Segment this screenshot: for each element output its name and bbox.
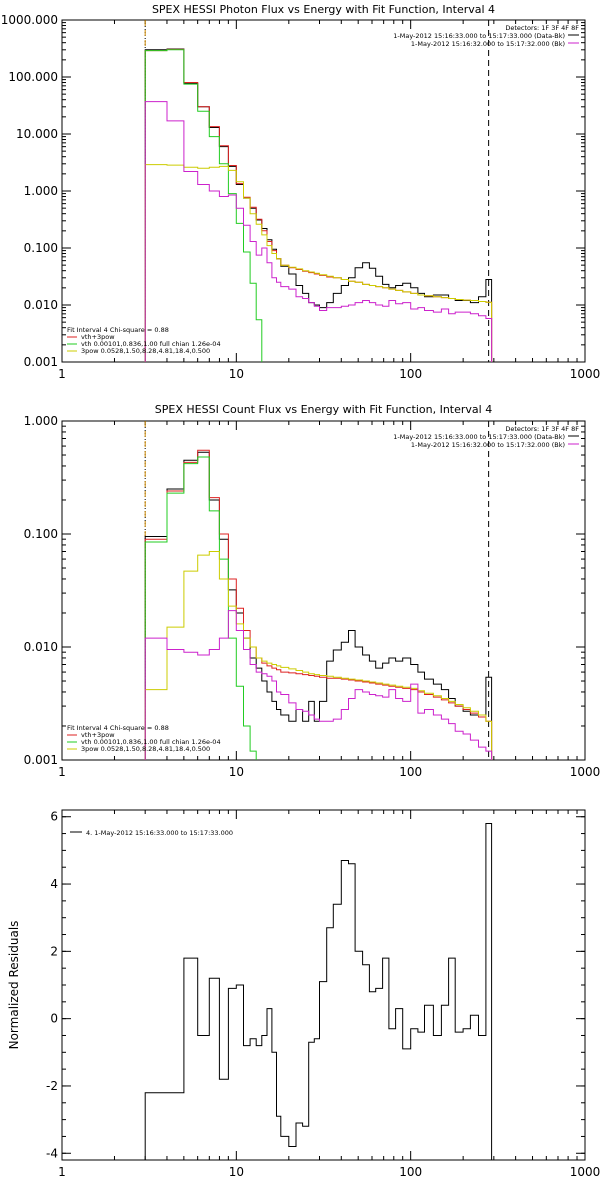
x-tick-label: 1000 <box>570 1165 600 1179</box>
fit-legend-entry: 3pow 0.0528,1.50,8.28,4.81,18.4,0.500 <box>81 745 210 753</box>
y-tick-label: 0.010 <box>24 640 58 654</box>
detectors-label: Detectors: 1F 3F 4F 8F <box>505 24 579 32</box>
series-line-vth <box>144 49 263 362</box>
x-tick-label: 100 <box>399 367 422 381</box>
fit-legend-entry: vth 0.00101,0.836,1.00 full chian 1.26e-… <box>81 340 221 348</box>
fit-legend-title: Fit Interval 4 Chi-square = 0.88 <box>67 724 169 732</box>
series-group <box>144 823 493 1160</box>
fit-legend-entry: vth+3pow <box>81 333 115 341</box>
fit-legend-entry: vth+3pow <box>81 731 115 739</box>
legend-entry: 4. 1-May-2012 15:16:33.000 to 15:17:33.0… <box>86 829 233 837</box>
panel-photon-flux: SPEX HESSI Photon Flux vs Energy with Fi… <box>1 3 600 381</box>
fit-legend-title: Fit Interval 4 Chi-square = 0.88 <box>67 326 169 334</box>
x-tick-label: 1 <box>58 1165 66 1179</box>
y-tick-label: 1000.000 <box>1 13 58 27</box>
series-line-bk <box>144 101 493 362</box>
fit-legend-entry: 3pow 0.0528,1.50,8.28,4.81,18.4,0.500 <box>81 347 210 355</box>
panel-residuals: Normalized Residuals 1 10 100 1000 -4 -2 0 2 4 6 4.… <box>7 809 600 1179</box>
y-tick-label: 0.001 <box>24 753 58 767</box>
series-line-data-bk <box>144 48 493 362</box>
series-line-data-bk <box>144 451 493 760</box>
fit-legend-entry: vth 0.00101,0.836,1.00 full chian 1.26e-… <box>81 738 221 746</box>
detectors-label: Detectors: 1F 3F 4F 8F <box>505 425 579 433</box>
chart-title: SPEX HESSI Count Flux vs Energy with Fit… <box>155 403 492 416</box>
legend-entry: 1-May-2012 15:16:33.000 to 15:17:33.000 … <box>393 433 565 441</box>
y-tick-label: 10.000 <box>16 127 58 141</box>
x-tick-label: 1000 <box>570 367 600 381</box>
legend-entry: 1-May-2012 15:16:32.000 to 15:17:32.000 … <box>411 441 565 449</box>
y-tick-label: 0.100 <box>24 527 58 541</box>
y-tick-label: 4 <box>50 877 58 891</box>
y-tick-label: 0 <box>50 1012 58 1026</box>
series-line-3pow <box>144 551 493 760</box>
series-line-vth-3pow <box>144 449 493 760</box>
legend-entry: 1-May-2012 15:16:32.000 to 15:17:32.000 … <box>411 40 565 48</box>
series-line-bk <box>144 610 493 760</box>
x-tick-label: 100 <box>399 765 422 779</box>
series-group <box>144 449 493 760</box>
y-tick-label: 1.000 <box>24 414 58 428</box>
series-line-vth-3pow <box>144 48 493 362</box>
y-tick-label: 6 <box>50 810 58 824</box>
series-line-3pow <box>144 164 493 362</box>
x-tick-label: 1000 <box>570 765 600 779</box>
y-tick-label: -4 <box>46 1146 58 1160</box>
x-tick-label: 1 <box>58 367 66 381</box>
chart-title: SPEX HESSI Photon Flux vs Energy with Fi… <box>152 3 495 16</box>
plot-frame <box>61 809 586 1161</box>
y-tick-label: 0.001 <box>24 355 58 369</box>
y-tick-label: 100.000 <box>8 70 58 84</box>
x-tick-label: 1 <box>58 765 66 779</box>
y-tick-label: -2 <box>46 1079 58 1093</box>
y-axis-label: Normalized Residuals <box>7 921 21 1050</box>
plot-frame <box>61 420 586 761</box>
x-tick-label: 100 <box>399 1165 422 1179</box>
series-line-4-1-may-2012-15-16-33-000-to-15-17-33-000 <box>144 823 493 1160</box>
series-group <box>144 48 493 362</box>
y-tick-label: 0.100 <box>24 241 58 255</box>
y-tick-label: 2 <box>50 944 58 958</box>
y-tick-label: 1.000 <box>24 184 58 198</box>
panel-count-flux: SPEX HESSI Count Flux vs Energy with Fit… <box>24 403 600 779</box>
series-line-vth <box>144 456 257 760</box>
legend-entry: 1-May-2012 15:16:33.000 to 15:17:33.000 … <box>393 32 565 40</box>
x-tick-label: 10 <box>229 367 244 381</box>
y-tick-label: 0.010 <box>24 298 58 312</box>
x-tick-label: 10 <box>229 765 244 779</box>
x-tick-label: 10 <box>229 1165 244 1179</box>
